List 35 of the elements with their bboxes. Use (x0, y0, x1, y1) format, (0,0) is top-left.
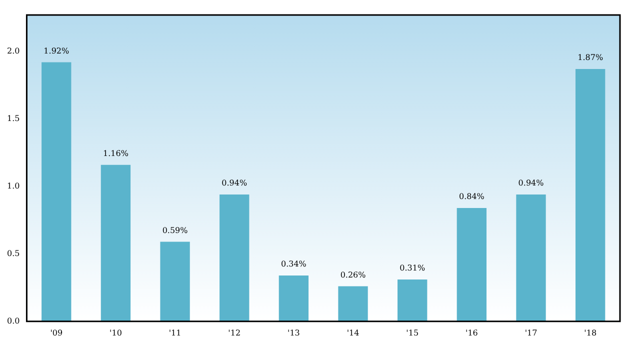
x-tick-label: '18 (584, 328, 597, 338)
y-tick-label: 2.0 (6, 46, 20, 56)
bar (456, 208, 487, 322)
y-tick-label: 1.5 (6, 114, 20, 124)
y-tick-label: 0.0 (6, 316, 20, 326)
bar (100, 164, 131, 322)
data-label: 1.92% (44, 46, 70, 56)
data-label: 0.31% (400, 264, 426, 273)
data-label: 0.94% (222, 178, 248, 188)
bar (278, 276, 309, 322)
data-label: 0.84% (458, 192, 485, 202)
data-label: 1.16% (103, 148, 129, 158)
x-tick-label: '11 (168, 328, 182, 338)
x-tick-label: '16 (465, 328, 478, 338)
x-tick-label: '10 (110, 328, 122, 338)
x-tick-label: '13 (288, 328, 300, 338)
bar (576, 68, 606, 322)
y-tick-label: 1.0 (6, 182, 20, 190)
x-tick-label: '15 (406, 328, 419, 338)
data-label: 0.59% (162, 226, 188, 235)
data-label: 0.94% (518, 178, 544, 188)
bar (42, 62, 72, 322)
data-label: 1.87% (578, 53, 604, 62)
bar (160, 242, 190, 322)
bar (516, 194, 546, 322)
x-tick-label: '12 (228, 328, 241, 338)
data-label: 0.34% (280, 260, 307, 269)
data-label: 0.26% (340, 270, 366, 280)
bar (338, 286, 368, 322)
x-tick-label: '17 (524, 328, 538, 338)
bar (398, 280, 428, 322)
bar (220, 194, 250, 322)
x-tick-label: '14 (346, 328, 360, 338)
y-tick-label: 0.5 (6, 248, 20, 258)
x-tick-label: '09 (50, 328, 63, 338)
